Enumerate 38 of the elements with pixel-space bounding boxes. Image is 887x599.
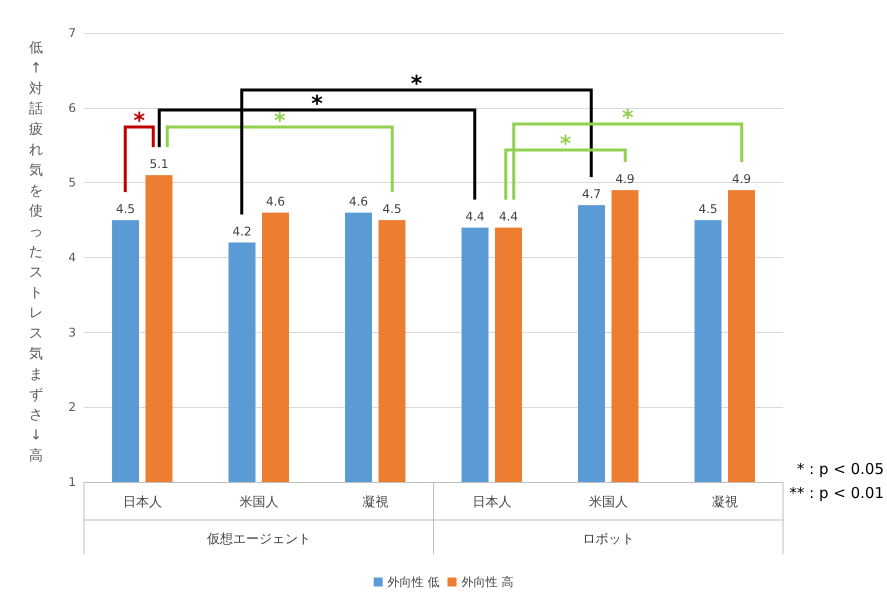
text: ロボット <box>582 532 634 547</box>
annotation: * <box>311 92 324 117</box>
data-label: 4.6 <box>348 194 368 209</box>
data-label: 4.4 <box>465 210 485 224</box>
y-tick-label: 5 <box>68 176 76 190</box>
y-tick-label: 2 <box>68 400 76 414</box>
data-label: 4.6 <box>266 194 286 209</box>
data-label: 4.5 <box>116 202 136 216</box>
annotation: * <box>560 132 572 157</box>
data-label: 4.9 <box>732 172 752 186</box>
annotation: * <box>410 72 423 97</box>
y-tick-label: 3 <box>68 325 76 340</box>
x-tick-label: 凝視 <box>712 495 738 510</box>
text: * : p < 0.05 <box>796 460 884 478</box>
annotation: * <box>622 106 634 131</box>
x-tick-label: 米国人 <box>588 495 628 510</box>
x-tick-label: 凝視 <box>362 495 388 510</box>
text: ** : p < 0.01 <box>789 484 884 502</box>
data-label: 4.4 <box>498 210 518 224</box>
text: 仮想エージェント <box>206 532 311 547</box>
x-tick-label: 日本人 <box>472 495 512 510</box>
annotation: * <box>133 109 146 134</box>
data-label: 4.7 <box>582 187 602 202</box>
data-label: 4.5 <box>382 202 402 216</box>
data-label: 4.2 <box>232 224 252 239</box>
annotation: * <box>274 109 286 134</box>
data-label: 4.5 <box>698 202 718 216</box>
text: 低↑対話疲れ気を使ったストレス気まずさ↓高 <box>29 40 43 464</box>
legend-label: 外向性 低 <box>388 575 440 589</box>
y-tick-label: 4 <box>68 250 76 264</box>
y-tick-label: 6 <box>68 100 76 115</box>
legend-label: 外向性 高 <box>462 575 514 589</box>
x-tick-label: 日本人 <box>122 495 162 510</box>
y-tick-label: 7 <box>68 26 76 40</box>
data-label: 5.1 <box>149 157 169 172</box>
y-tick-label: 1 <box>68 475 76 489</box>
data-label: 4.9 <box>615 172 635 186</box>
x-tick-label: 米国人 <box>239 495 278 510</box>
